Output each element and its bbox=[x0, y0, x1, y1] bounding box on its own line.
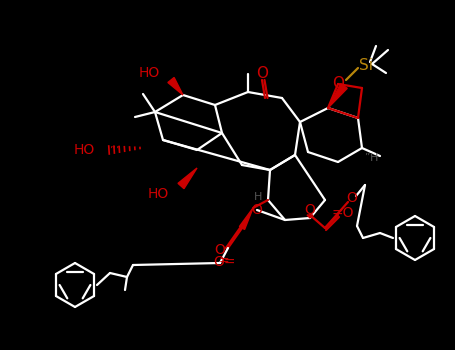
Text: HO: HO bbox=[139, 66, 160, 80]
Text: HO: HO bbox=[74, 143, 95, 157]
Text: O: O bbox=[304, 203, 315, 217]
Text: O: O bbox=[347, 191, 358, 205]
Text: O: O bbox=[215, 243, 225, 257]
Text: HO: HO bbox=[148, 187, 169, 201]
Text: =: = bbox=[219, 254, 229, 267]
Polygon shape bbox=[328, 84, 347, 108]
Text: O: O bbox=[256, 65, 268, 80]
Text: Si: Si bbox=[359, 58, 373, 74]
Text: ’’’: ’’’ bbox=[109, 146, 120, 156]
Text: O: O bbox=[252, 203, 263, 217]
Text: O: O bbox=[332, 77, 344, 91]
Polygon shape bbox=[168, 77, 183, 95]
Text: ’’: ’’ bbox=[364, 153, 370, 163]
Polygon shape bbox=[239, 208, 253, 230]
Text: H: H bbox=[254, 192, 262, 202]
Text: =O: =O bbox=[332, 206, 354, 220]
Text: O=: O= bbox=[214, 255, 236, 269]
Text: H: H bbox=[370, 153, 379, 163]
Polygon shape bbox=[178, 168, 197, 189]
Polygon shape bbox=[307, 215, 313, 218]
